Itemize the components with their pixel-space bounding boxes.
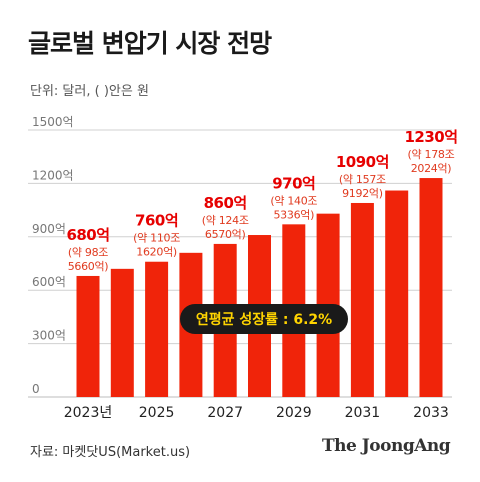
cagr-badge-background xyxy=(180,304,348,334)
source-note: 자료: 마켓닷US(Market.us) xyxy=(30,445,191,460)
y-tick-label: 900억 xyxy=(32,222,66,236)
y-tick-label: 300억 xyxy=(32,329,66,343)
cagr-badge-text: 연평균 성장률 : 6.2% xyxy=(196,311,332,328)
x-tick-label: 2025 xyxy=(139,405,175,421)
bars xyxy=(76,178,443,397)
data-label-krw-line1: (약 124조 xyxy=(202,213,249,227)
data-label-krw-line2: 5336억) xyxy=(273,208,314,221)
y-tick-label: 1500억 xyxy=(32,115,74,129)
data-label-value: 860억 xyxy=(204,194,247,212)
data-label-krw-line1: (약 140조 xyxy=(270,193,317,207)
y-axis-ticks: 0 300억 600억 900억 1200억 1500억 xyxy=(32,115,74,396)
x-axis-ticks: 2023년 2025 2027 2029 2031 2033 xyxy=(64,405,449,421)
data-label-value: 970억 xyxy=(272,174,315,192)
gridlines xyxy=(28,129,452,398)
data-label-krw-line2: 1620억) xyxy=(136,246,177,259)
unit-note: 단위: 달러, ( )안은 원 xyxy=(30,84,149,99)
chart-title: 글로벌 변압기 시장 전망 xyxy=(28,29,272,58)
bar xyxy=(385,190,409,397)
bar xyxy=(419,178,443,397)
x-tick-label: 2033 xyxy=(413,405,449,421)
bar xyxy=(350,202,374,397)
bar xyxy=(110,268,134,397)
data-label-krw-line2: 6570억) xyxy=(205,228,246,241)
data-label-krw-line1: (약 178조 xyxy=(408,147,455,161)
data-label-krw-line2: 2024억) xyxy=(411,162,452,175)
data-label-krw-line2: 9192억) xyxy=(342,187,383,200)
x-tick-label: 2031 xyxy=(345,405,381,421)
y-tick-label: 1200억 xyxy=(32,168,74,182)
y-tick-label: 0 xyxy=(32,382,40,396)
data-label-value: 1230억 xyxy=(404,128,457,146)
data-label-krw-line2: 5660억) xyxy=(68,260,109,273)
data-label-krw-line1: (약 157조 xyxy=(339,172,386,186)
data-label-krw-line1: (약 98조 xyxy=(68,245,108,259)
cagr-badge: 연평균 성장률 : 6.2% xyxy=(180,304,348,334)
x-tick-label: 2027 xyxy=(207,405,243,421)
data-label-value: 760억 xyxy=(135,212,178,230)
bar xyxy=(76,275,100,397)
data-label-value: 1090억 xyxy=(336,153,389,171)
y-tick-label: 600억 xyxy=(32,275,66,289)
x-tick-label: 2023년 xyxy=(64,405,113,421)
x-tick-label: 2029 xyxy=(276,405,312,421)
data-label-value: 680억 xyxy=(66,226,109,244)
brand-logo: The JoongAng xyxy=(322,436,451,456)
data-label-krw-line1: (약 110조 xyxy=(133,231,180,245)
bar xyxy=(145,261,169,397)
